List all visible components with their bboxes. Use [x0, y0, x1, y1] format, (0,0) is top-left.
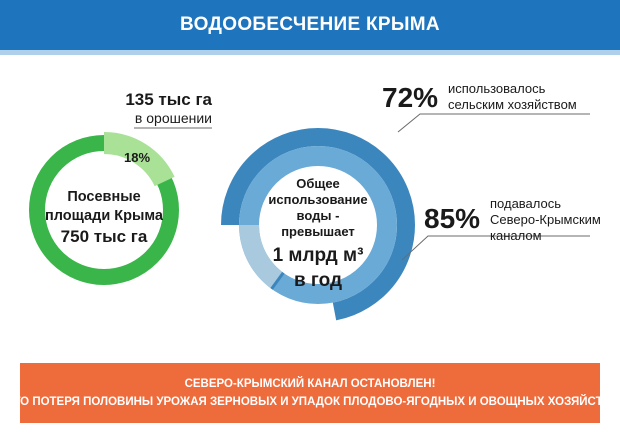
blue-donut [220, 128, 415, 323]
green-annotation-value: 135 тыс га [125, 90, 212, 109]
header: ВОДООБЕСЧЕНИЕ КРЫМА [0, 0, 620, 50]
blue-donut-outer-gap [220, 224, 337, 323]
note-72: использовалось сельским хозяйством [448, 81, 577, 113]
blue-donut-inner-cut [270, 271, 285, 290]
green-donut [29, 132, 179, 285]
pct-72: 72% [382, 82, 439, 113]
green-annotation-caption: в орошении [134, 110, 212, 126]
green-slice-label: 18% [124, 150, 151, 165]
green-center-line1: Посевные [67, 189, 141, 205]
banner-line1: СЕВЕРО-КРЫМСКИЙ КАНАЛ ОСТАНОВЛЕН! [184, 378, 436, 390]
green-center-line3: 750 тыс га [60, 227, 148, 246]
blue-center-line1: Общее [296, 176, 340, 191]
note-72-line1: использовалось [448, 81, 546, 96]
blue-center-line4: 1 млрд м³ [272, 245, 364, 266]
warning-banner: СЕВЕРО-КРЫМСКИЙ КАНАЛ ОСТАНОВЛЕН! ЭТО ПО… [5, 363, 615, 423]
page-title: ВОДООБЕСЧЕНИЕ КРЫМА [180, 14, 440, 35]
green-center-line2: площади Крыма [45, 208, 163, 224]
blue-center-line3: превышает [281, 224, 355, 239]
leader-line-85 [401, 235, 590, 261]
note-85-line3: каналом [490, 228, 542, 243]
green-donut-slice-18 [103, 132, 175, 187]
note-72-line2: сельским хозяйством [448, 97, 577, 112]
pct-85: 85% [424, 203, 481, 234]
leader-line-72 [397, 113, 590, 133]
header-underline [0, 50, 620, 55]
blue-center-label: Общее использование воды - превышает 1 м… [253, 176, 383, 293]
banner-line2: ЭТО ПОТЕРЯ ПОЛОВИНЫ УРОЖАЯ ЗЕРНОВЫХ И УП… [5, 396, 615, 408]
note-85: подавалось Северо-Крымским каналом [490, 196, 601, 244]
blue-center-line5: в год [293, 270, 343, 291]
note-85-line1: подавалось [490, 196, 562, 211]
green-center-label: Посевные площади Крыма 750 тыс га [44, 188, 164, 248]
blue-donut-inner-remainder [239, 224, 284, 289]
blue-center-line2: использование воды - [268, 192, 368, 223]
note-85-line2: Северо-Крымским [490, 212, 601, 227]
